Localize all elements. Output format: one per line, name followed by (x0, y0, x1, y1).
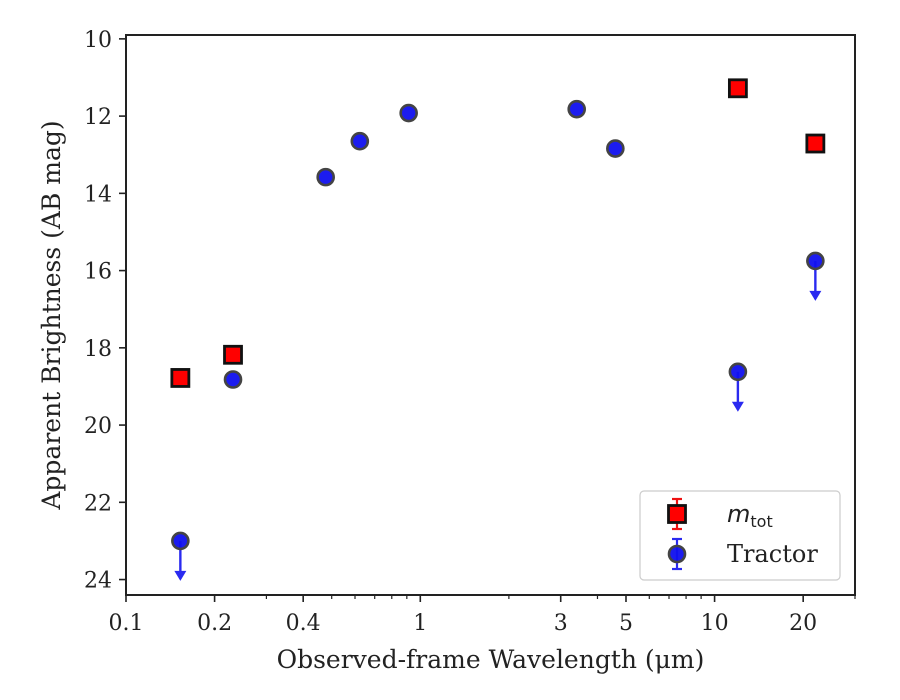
circle-marker (399, 103, 418, 123)
data-point-tractor (223, 370, 243, 389)
y-axis-title: Apparent Brightness (AB mag) (37, 120, 66, 510)
circle-marker (316, 167, 335, 187)
data-point-tractor (567, 99, 587, 119)
ticks-layer: 0.1 0.2 0.4 1 3 5 10 20 10 12 14 16 18 20 22 24 (84, 28, 856, 636)
data-point-mtot (805, 133, 826, 154)
x-axis-title: Observed-frame Wavelength (μm) (277, 645, 705, 674)
legend-marker-tractor (667, 544, 687, 564)
x-tick-label: 20 (789, 611, 817, 636)
data-point-mtot (170, 368, 191, 388)
x-tick-label: 5 (619, 611, 633, 636)
y-tick-label: 20 (84, 414, 112, 439)
y-tick-label: 22 (84, 491, 112, 516)
x-tick-label: 3 (554, 611, 568, 636)
y-tick-label: 18 (84, 337, 112, 362)
circle-marker (606, 139, 625, 158)
circle-marker (806, 251, 825, 271)
data-point-tractor (606, 139, 625, 158)
square-marker (727, 78, 748, 99)
y-tick-label: 12 (84, 105, 112, 130)
x-tick-label: 0.2 (197, 611, 232, 636)
circle-marker (567, 99, 587, 119)
circle-marker (171, 531, 190, 551)
x-tick-label: 0.1 (109, 611, 144, 636)
data-point-tractor (350, 131, 370, 151)
data-point-tractor (806, 251, 825, 271)
x-tick-label: 1 (413, 611, 427, 636)
data-point-tractor (316, 167, 335, 187)
y-tick-label: 10 (84, 28, 112, 53)
circle-marker (223, 370, 243, 389)
y-tick-label: 24 (84, 569, 112, 594)
data-point-tractor (399, 103, 418, 123)
data-point-tractor (728, 362, 748, 382)
circle-marker (728, 362, 748, 382)
upper-limit-arrow-head (174, 570, 187, 581)
circle-marker (667, 544, 687, 564)
square-marker (667, 504, 687, 524)
legend-items: mtot Tractor (667, 497, 818, 571)
legend: mtot Tractor (639, 490, 841, 581)
legend-marker-mtot (667, 504, 687, 524)
y-tick-label: 16 (84, 260, 112, 285)
data-point-tractor (171, 531, 190, 551)
data-point-mtot (727, 78, 748, 99)
square-marker (805, 133, 826, 154)
upper-limit-arrow-head (809, 290, 822, 301)
upper-limit-arrow-head (731, 401, 744, 412)
marks-layer (170, 78, 826, 581)
legend-label-tractor: Tractor (727, 540, 818, 568)
x-tick-label: 0.4 (286, 611, 321, 636)
square-marker (170, 368, 191, 388)
y-tick-label: 14 (84, 182, 112, 207)
legend-label-mtot: mtot (727, 500, 773, 531)
legend-box (639, 490, 841, 581)
x-tick-label: 10 (701, 611, 729, 636)
square-marker (223, 344, 243, 365)
plot-frame (125, 34, 856, 596)
data-point-mtot (223, 344, 243, 365)
circle-marker (350, 131, 370, 151)
